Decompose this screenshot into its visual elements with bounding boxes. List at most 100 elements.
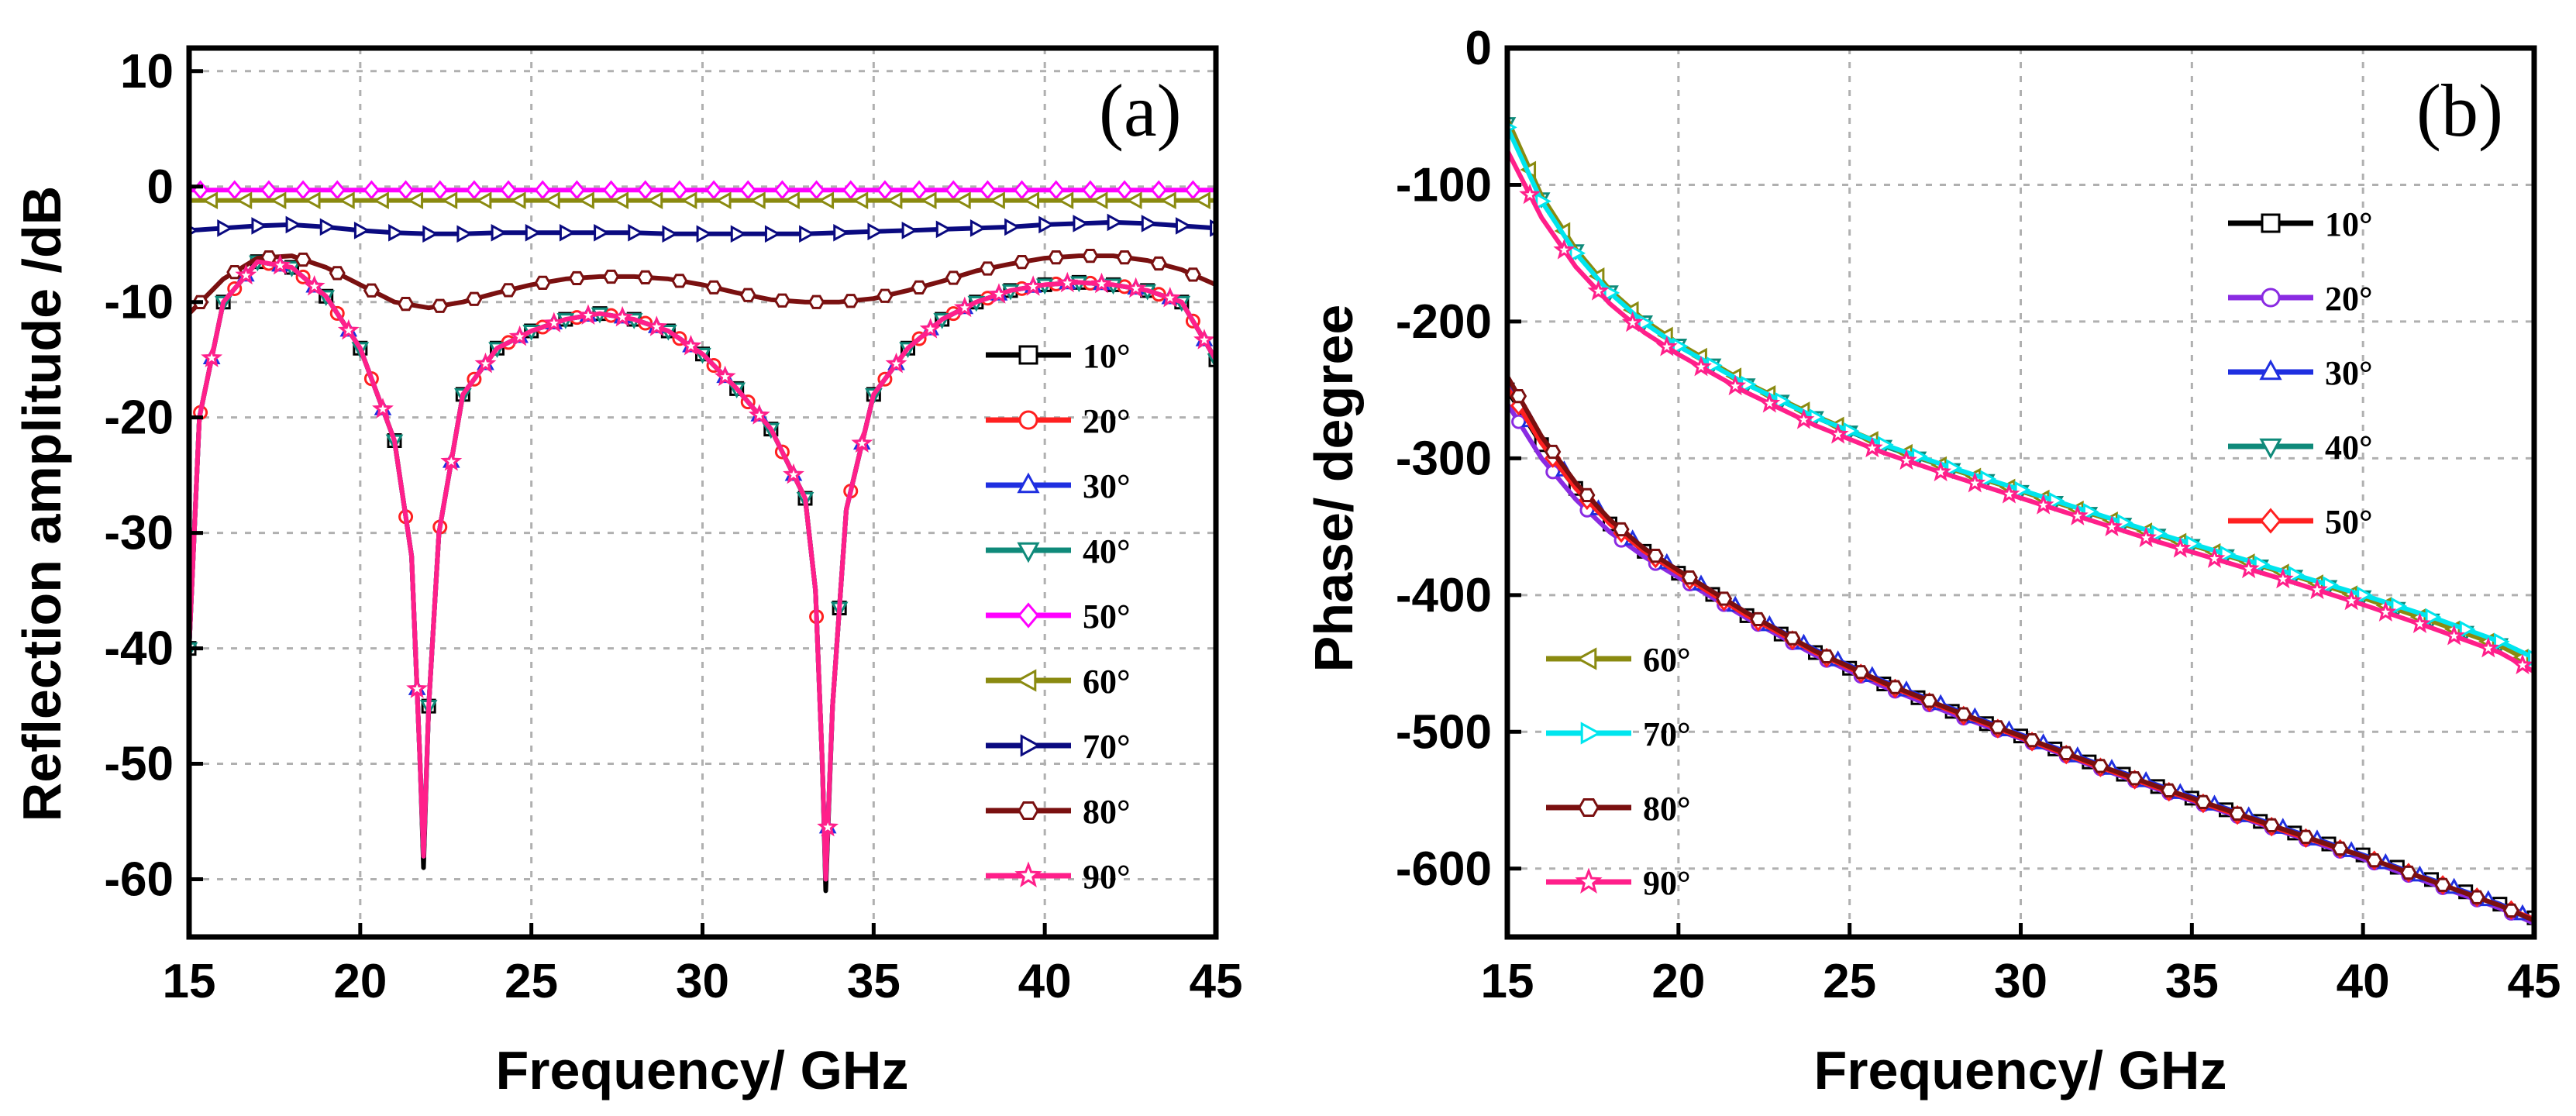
series-90deg-point <box>2409 612 2431 633</box>
series-60deg-point <box>1160 191 1176 209</box>
series-70deg-point <box>628 224 644 242</box>
series-60deg-point <box>373 191 389 209</box>
series-90deg-point <box>2032 494 2054 515</box>
series-50deg-point <box>911 180 928 200</box>
series-60deg-point <box>920 191 937 209</box>
legend-label: 80° <box>1083 793 1131 831</box>
legend-entry: 70° <box>1546 715 1691 753</box>
series-90deg-point <box>988 283 1010 304</box>
series-60deg-point <box>680 191 697 209</box>
series-70deg-point <box>1175 217 1192 235</box>
legend-label: 50° <box>1083 598 1131 636</box>
series-90deg-point <box>611 305 634 327</box>
series-70deg-point <box>969 219 987 237</box>
series-90deg-point <box>748 404 770 425</box>
series-50deg-point <box>191 180 209 200</box>
panel-a-series <box>189 180 1216 894</box>
series-70deg-point <box>2425 608 2442 626</box>
y-tick-label: 0 <box>1465 22 1492 75</box>
series-50deg-point <box>945 180 963 200</box>
series-90deg-point <box>1690 355 1712 377</box>
series-70deg-point <box>1946 459 1962 477</box>
series-60deg-point <box>407 191 424 209</box>
series-80deg-point <box>1886 680 1903 694</box>
series-80deg-point <box>568 270 585 286</box>
legend-label: 30° <box>2325 354 2373 392</box>
series-80deg-point <box>1784 631 1801 646</box>
series-90deg-point <box>269 253 291 275</box>
x-tick-label: 40 <box>1018 955 1072 1008</box>
legend-entry: 60° <box>986 663 1131 701</box>
series-90deg-point <box>1519 183 1541 205</box>
legend-entry: 40° <box>986 532 1131 570</box>
series-70deg-point <box>867 222 884 241</box>
legend-marker <box>1014 861 1042 888</box>
legend-label: 20° <box>2325 280 2373 318</box>
series-90deg-point <box>2066 505 2089 525</box>
series-80deg-point <box>911 280 928 295</box>
legend-marker <box>1018 410 1038 430</box>
series-70deg-point <box>388 224 405 242</box>
series-90deg-point <box>2271 567 2294 589</box>
series-60deg <box>189 191 1216 209</box>
series-50deg-point <box>1184 180 1202 200</box>
series-80deg-point <box>2263 818 2280 832</box>
series-70deg <box>189 213 1216 243</box>
panel-a-legend: 10° 20° 30° 40° 50° 60° 70° 80° 90° <box>986 337 1131 896</box>
series-50deg-point <box>808 180 825 200</box>
series-70deg-point <box>2357 586 2373 604</box>
series-90deg-point <box>680 334 702 356</box>
series-70deg-point <box>2254 555 2271 574</box>
series-80deg-point <box>1681 570 1698 585</box>
series-60deg-point <box>1091 191 1108 209</box>
series-80deg-point <box>2468 890 2485 904</box>
series-80deg-point <box>432 298 449 313</box>
series-80deg-point <box>637 270 654 285</box>
series-80deg-point <box>2229 806 2246 821</box>
series-80deg-point <box>1048 250 1065 265</box>
series-90deg-point <box>1090 272 1113 294</box>
series-80deg-point <box>2127 771 2144 786</box>
series-90deg-point <box>646 315 668 336</box>
panel-b-phase: 15 20 25 30 35 40 450-100-200-300-400-500-600 … <box>1303 22 2561 1100</box>
series-80deg-point <box>1921 694 1938 708</box>
series-90deg-point <box>1896 449 1917 470</box>
series-90deg-point <box>1553 239 1576 260</box>
series-70deg-point <box>491 224 508 242</box>
legend-entry: 60° <box>1546 641 1691 679</box>
panel-b-tag: (b) <box>2416 69 2503 152</box>
panel-a-ticks: 15 20 25 30 35 40 45 10 0 -10 -20 -30 -40 -50 -60 <box>104 45 1242 1008</box>
legend-entry: 10° <box>2228 205 2373 243</box>
series-60deg-point <box>886 191 903 209</box>
series-80deg-point <box>2092 759 2109 773</box>
series-90deg-point <box>1193 329 1215 350</box>
series-90deg-point <box>1758 392 1781 413</box>
series-90deg-point <box>474 352 497 374</box>
legend-marker <box>1015 669 1037 692</box>
series-80deg <box>1507 375 2534 923</box>
series-90deg-point <box>2203 547 2226 568</box>
series-80deg-point <box>1716 591 1733 606</box>
series-80deg-point <box>398 297 415 312</box>
series-80deg-point <box>2297 829 2314 844</box>
series-90deg-line <box>1507 149 2534 674</box>
legend-entry: 20° <box>986 402 1131 440</box>
y-tick-label: -10 <box>104 276 174 329</box>
series-80deg-point <box>2195 794 2212 809</box>
legend-marker <box>2261 288 2281 308</box>
legend-label: 10° <box>2325 205 2373 243</box>
series-50deg-point <box>739 180 757 200</box>
x-tick-label: 25 <box>1823 955 1876 1008</box>
series-80deg-point <box>671 274 688 288</box>
series-90deg-point <box>303 274 325 296</box>
legend-label: 90° <box>1083 858 1131 896</box>
series-90deg-point <box>1998 483 2020 504</box>
series-50deg-point <box>226 180 243 200</box>
legend-label: 10° <box>1083 337 1131 375</box>
series-60deg-point <box>441 191 458 209</box>
series-70deg-point <box>285 215 302 234</box>
series-60deg-point <box>1057 191 1074 209</box>
series-60deg-point <box>578 191 594 209</box>
legend-entry: 90° <box>986 858 1131 896</box>
